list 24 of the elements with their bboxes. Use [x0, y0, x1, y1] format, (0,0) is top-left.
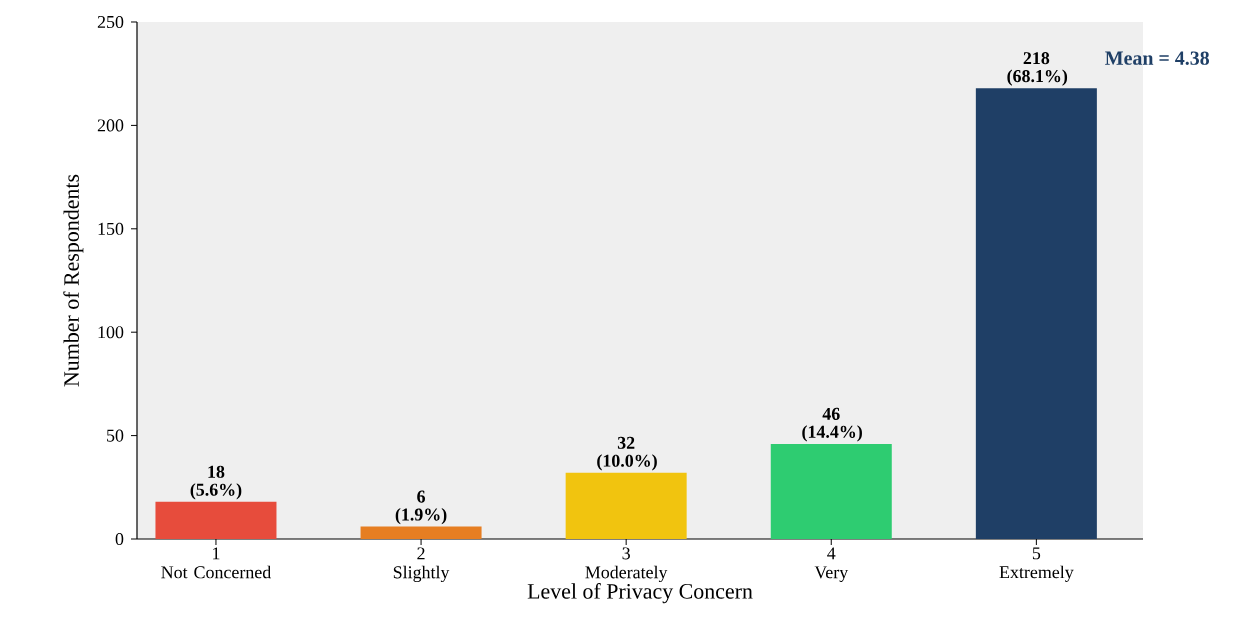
y-tick-label: 250	[97, 15, 124, 29]
data-label: 6 (1.9%)	[395, 490, 447, 525]
x-tick-label: 2 Slightly	[393, 547, 450, 583]
data-label: 46 (14.4%)	[802, 407, 862, 442]
y-tick-label: 200	[97, 119, 124, 132]
x-tick-label: 1 Not Concerned	[161, 547, 272, 579]
x-tick-label: 4 Very	[814, 547, 849, 582]
x-axis-title: Level of Privacy Concern	[527, 583, 753, 604]
bar	[565, 472, 687, 539]
y-tick-label: 0	[115, 532, 124, 546]
x-tick-label: 3 Moderately	[585, 547, 668, 583]
data-label: 18 (5.6%)	[190, 465, 242, 500]
bar	[770, 443, 892, 539]
bar	[360, 526, 482, 539]
y-tick-label: 50	[107, 429, 124, 442]
annotation: Mean = 4.38	[1105, 51, 1210, 65]
bar	[975, 88, 1097, 539]
data-label: 218 (68.1%)	[1007, 52, 1068, 86]
x-tick-label: 5 Extremely	[999, 547, 1074, 582]
y-tick-label: 100	[98, 326, 124, 339]
data-label: 32 (10.0%)	[597, 436, 657, 471]
y-axis-title: Number of Respondents	[63, 174, 84, 387]
y-tick-label: 150	[98, 222, 124, 235]
bar	[155, 501, 277, 539]
